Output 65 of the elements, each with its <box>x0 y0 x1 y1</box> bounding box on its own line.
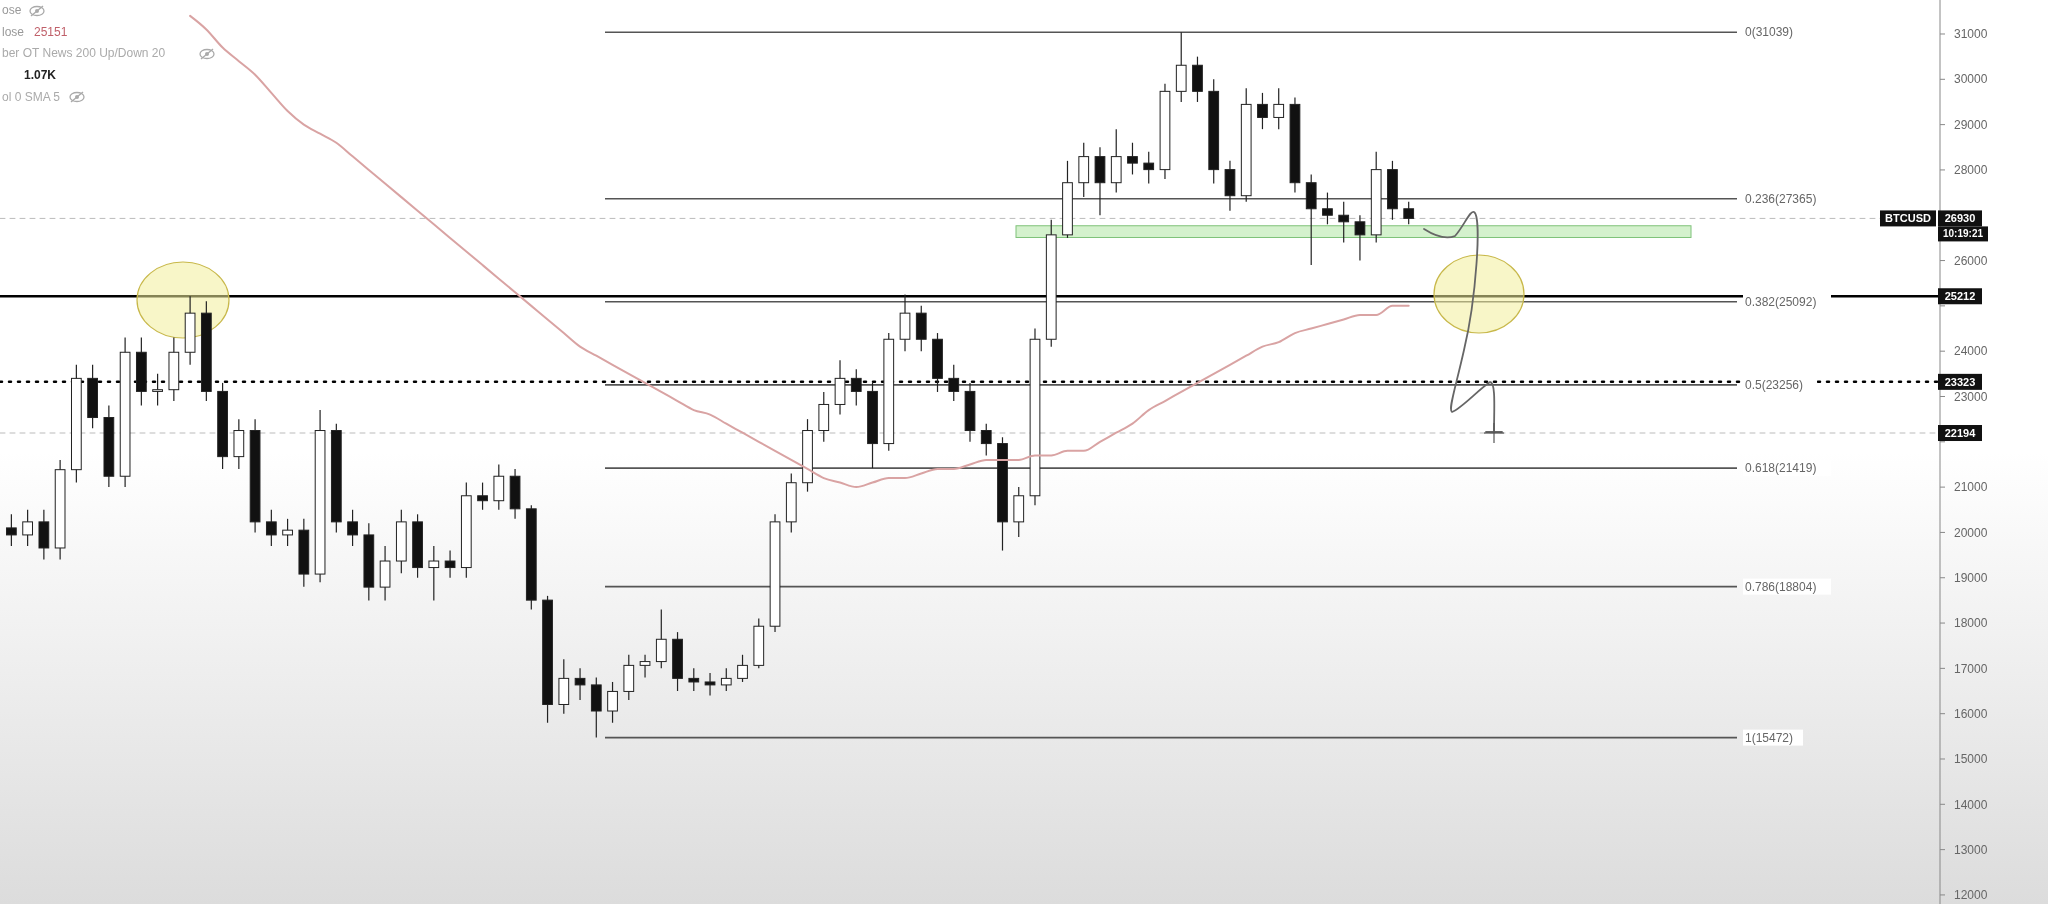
ref-line-label: 0.382(25092) <box>1745 294 1817 309</box>
ref-line-label: 0.236(27365) <box>1745 191 1817 206</box>
candlestick <box>980 423 992 456</box>
candlestick <box>1143 151 1155 185</box>
candlestick <box>948 364 960 402</box>
ref-line-label: 23323 <box>1944 375 1976 388</box>
annotation: 1.07K <box>24 68 57 83</box>
annotation: BTCUSD <box>1885 212 1931 225</box>
y-tick-label: 19000 <box>1954 570 1988 585</box>
ref-line-label: 22194 <box>1944 426 1977 439</box>
candlestick <box>6 513 17 547</box>
y-tick-label: 14000 <box>1954 797 1988 812</box>
candlestick <box>152 373 163 407</box>
candlestick <box>720 667 732 692</box>
candlestick <box>607 681 618 724</box>
candlestick <box>1403 201 1415 225</box>
annotation: 25151 <box>34 25 68 40</box>
y-tick-label: 24000 <box>1954 344 1988 359</box>
candlestick <box>347 509 358 547</box>
annotation: ose <box>2 3 22 18</box>
annotation: ol 0 SMA 5 <box>2 90 61 105</box>
y-tick-label: 31000 <box>1954 27 1988 42</box>
y-tick-label: 15000 <box>1954 752 1988 767</box>
candlestick <box>1322 191 1333 225</box>
candlestick <box>704 672 716 697</box>
candlestick <box>1354 214 1366 262</box>
candlestick <box>22 509 33 547</box>
candlestick <box>265 509 277 547</box>
candlestick <box>574 667 586 701</box>
candlestick <box>688 667 700 692</box>
y-tick-label: 13000 <box>1954 842 1988 857</box>
candlestick <box>737 654 748 683</box>
y-tick-label: 16000 <box>1954 706 1988 721</box>
candlestick <box>639 654 651 679</box>
ref-line-label: 1(15472) <box>1745 730 1794 745</box>
ref-line-label: 25212 <box>1944 290 1976 303</box>
y-tick-label: 21000 <box>1954 480 1988 495</box>
y-tick-label: 30000 <box>1954 72 1988 87</box>
candlestick <box>1338 201 1350 244</box>
ref-line-label: 26930 <box>1944 212 1976 225</box>
y-tick-label: 12000 <box>1954 888 1988 903</box>
y-tick-label: 17000 <box>1954 661 1988 676</box>
annotation: lose <box>2 25 25 40</box>
ref-line-label: 0(31039) <box>1745 25 1794 40</box>
candlestick <box>477 481 488 511</box>
candlestick <box>1127 142 1138 176</box>
y-tick-label: 23000 <box>1954 389 1988 404</box>
y-tick-label: 26000 <box>1954 253 1988 268</box>
y-tick-label: 29000 <box>1954 117 1988 132</box>
y-tick-label: 18000 <box>1954 616 1988 631</box>
candlestick <box>444 549 456 579</box>
candlestick <box>1257 92 1268 130</box>
annotation: ber OT News 200 Up/Down 20 <box>2 46 166 61</box>
candlestick <box>850 368 862 407</box>
y-tick-label: 20000 <box>1954 525 1988 540</box>
line-series <box>189 14 1410 489</box>
candlestick <box>655 608 667 669</box>
text: 10:19:21 <box>1942 228 1984 240</box>
ref-line-label: 0.618(21419) <box>1745 461 1817 476</box>
candlestick <box>1273 87 1285 130</box>
y-tick-label: 28000 <box>1954 163 1988 178</box>
candlestick <box>282 518 293 547</box>
ref-line-label: 0.5(23256) <box>1745 378 1804 393</box>
ref-line-label: 0.786(18804) <box>1745 579 1817 594</box>
candlestick <box>428 545 440 601</box>
